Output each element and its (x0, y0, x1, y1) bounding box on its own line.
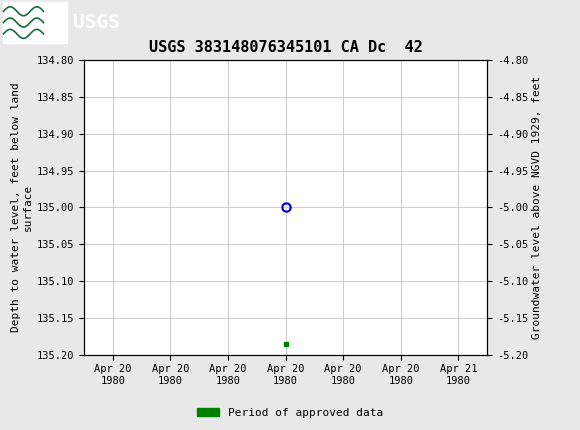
FancyBboxPatch shape (3, 2, 67, 43)
Title: USGS 383148076345101 CA Dc  42: USGS 383148076345101 CA Dc 42 (149, 40, 422, 55)
Y-axis label: Groundwater level above NGVD 1929, feet: Groundwater level above NGVD 1929, feet (532, 76, 542, 339)
Text: USGS: USGS (72, 13, 119, 32)
Legend: Period of approved data: Period of approved data (193, 403, 387, 422)
Y-axis label: Depth to water level, feet below land
surface: Depth to water level, feet below land su… (11, 83, 32, 332)
